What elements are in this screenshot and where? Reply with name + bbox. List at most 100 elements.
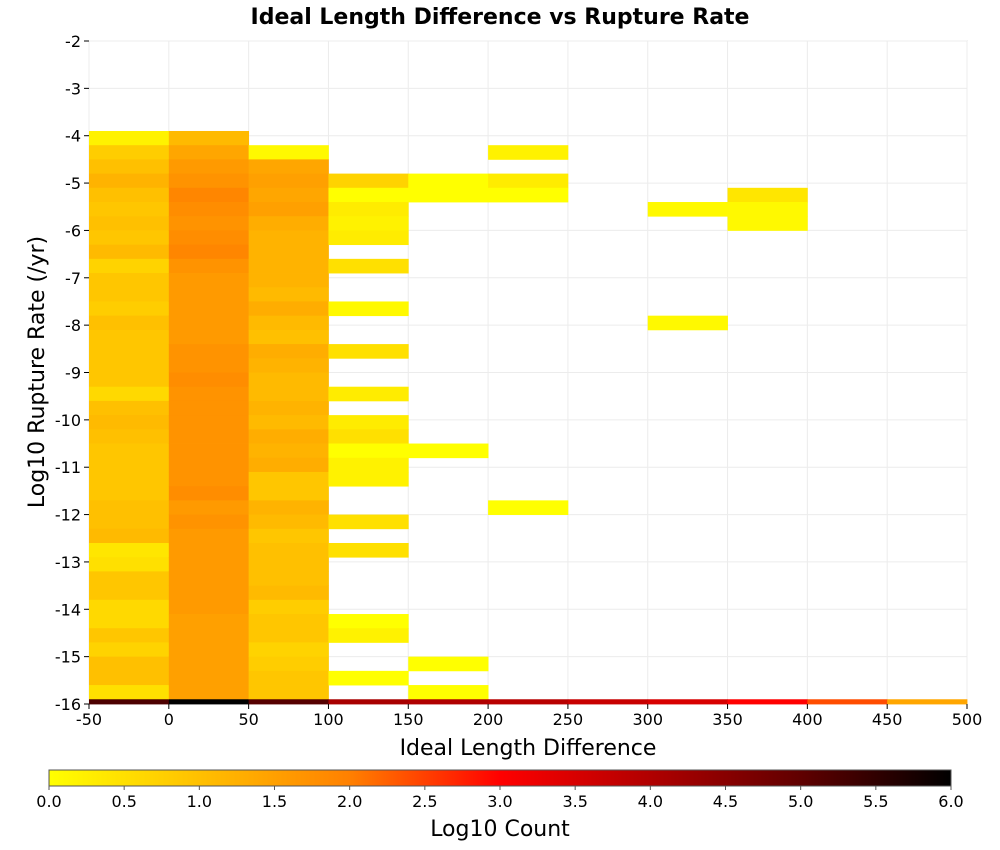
heatmap-cell — [168, 443, 250, 459]
heatmap-cell — [168, 571, 250, 587]
heatmap-cell — [168, 400, 250, 416]
y-tick-label: -6 — [65, 221, 81, 240]
y-tick-label: -15 — [55, 648, 81, 667]
heatmap-cell — [168, 642, 250, 658]
heatmap-cell — [89, 244, 170, 260]
heatmap-cell — [248, 557, 329, 572]
heatmap-cell — [488, 500, 569, 515]
heatmap-cell — [89, 585, 170, 601]
x-tick-label: 250 — [553, 710, 584, 729]
heatmap-cell — [248, 685, 329, 700]
heatmap-cell — [248, 443, 329, 459]
heatmap-cell — [408, 187, 489, 203]
heatmap-cell — [567, 699, 649, 705]
heatmap-cell — [248, 400, 329, 416]
y-tick-label: -14 — [55, 600, 81, 619]
heatmap-cell — [248, 599, 329, 615]
heatmap-cell — [328, 542, 409, 558]
heatmap-cell — [168, 130, 250, 146]
heatmap-cell — [168, 585, 250, 601]
heatmap-cell — [408, 699, 489, 705]
x-tick-label: 450 — [872, 710, 903, 729]
heatmap-cell — [168, 628, 250, 643]
heatmap-cell — [89, 486, 170, 501]
heatmap-cell — [168, 216, 250, 231]
heatmap-cell — [248, 202, 329, 217]
heatmap-cell — [168, 173, 250, 189]
heatmap-cell — [248, 258, 329, 274]
heatmap-cell — [89, 614, 170, 629]
x-tick-label: -50 — [76, 710, 102, 729]
x-tick-label: 400 — [792, 710, 823, 729]
heatmap-cell — [727, 187, 808, 203]
y-tick-label: -16 — [55, 695, 81, 714]
heatmap-cell — [248, 571, 329, 587]
heatmap-cell — [328, 344, 409, 359]
heatmap-cell — [168, 685, 250, 700]
y-tick-label: -2 — [65, 32, 81, 51]
heatmap-cell — [168, 670, 250, 686]
heatmap-cell — [89, 415, 170, 430]
heatmap-cell — [328, 670, 409, 686]
heatmap-cell — [89, 599, 170, 615]
heatmap-cell — [168, 329, 250, 345]
heatmap-cell — [328, 230, 409, 246]
colorbar-tick-label: 0.5 — [111, 792, 136, 811]
heatmap-cell — [248, 528, 329, 544]
colorbar-tick-label: 2.0 — [337, 792, 362, 811]
heatmap-cell — [408, 173, 489, 189]
heatmap-cell — [89, 443, 170, 459]
heatmap-cell — [89, 628, 170, 643]
heatmap-cell — [89, 130, 170, 146]
colorbar-tick-label: 6.0 — [938, 792, 963, 811]
x-tick-label: 100 — [313, 710, 344, 729]
heatmap-cell — [168, 557, 250, 572]
x-tick-label: 350 — [712, 710, 743, 729]
chart-title: Ideal Length Difference vs Rupture Rate — [251, 5, 750, 30]
heatmap-cell — [89, 400, 170, 416]
heatmap-cell — [168, 344, 250, 359]
heatmap-cell — [328, 443, 409, 459]
heatmap-cell — [248, 344, 329, 359]
y-tick-label: -9 — [65, 364, 81, 383]
heatmap-cell — [89, 258, 170, 274]
colorbar-tick-label: 0.0 — [36, 792, 61, 811]
colorbar-tick-label: 4.5 — [713, 792, 738, 811]
heatmap-cell — [248, 287, 329, 302]
heatmap-cell — [328, 628, 409, 643]
colorbar — [48, 769, 952, 787]
heatmap-cell — [89, 187, 170, 203]
heatmap-cell — [488, 699, 569, 705]
heatmap-cell — [89, 429, 170, 444]
heatmap-cell — [168, 315, 250, 331]
heatmap-cell — [328, 429, 409, 444]
heatmap-cell — [408, 443, 489, 459]
heatmap-cell — [89, 528, 170, 544]
heatmap-cell — [168, 500, 250, 515]
heatmap-cell — [89, 386, 170, 402]
heatmap-cell — [168, 202, 250, 217]
heatmap-cell — [248, 457, 329, 473]
heatmap-cell — [248, 173, 329, 189]
y-tick-label: -5 — [65, 174, 81, 193]
colorbar-tick-label: 3.0 — [487, 792, 512, 811]
heatmap-cell — [89, 557, 170, 572]
x-tick-label: 50 — [238, 710, 258, 729]
y-tick-label: -8 — [65, 316, 81, 335]
heatmap-cell — [168, 273, 250, 288]
heatmap-cell — [248, 656, 329, 672]
heatmap-cell — [89, 372, 170, 388]
heatmap-cell — [168, 372, 250, 388]
colorbar-ticks: 0.0 0.5 1.0 1.5 2.0 2.5 3.0 3.5 4.0 4.5 5.0 5.5 6.0 — [36, 786, 964, 811]
heatmap-cell — [248, 230, 329, 246]
colorbar-tick-label: 2.5 — [412, 792, 437, 811]
heatmap-cell — [807, 699, 888, 705]
heatmap-cell — [248, 642, 329, 658]
y-tick-label: -7 — [65, 269, 81, 288]
heatmap-cell — [328, 386, 409, 402]
heatmap-cell — [89, 500, 170, 515]
heatmap-cell — [89, 344, 170, 359]
heatmap-cell — [89, 287, 170, 302]
heatmap-cell — [727, 216, 808, 231]
